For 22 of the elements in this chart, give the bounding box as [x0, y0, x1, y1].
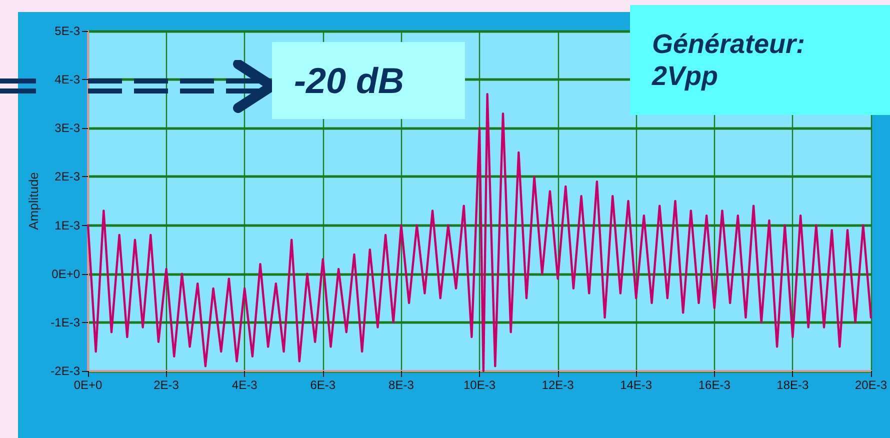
x-tick-label: 12E-3: [542, 378, 574, 392]
note-box: Générateur: 2Vpp: [630, 5, 890, 115]
y-tick-label: -2E-3: [50, 364, 80, 378]
x-tick-label: 2E-3: [154, 378, 180, 392]
x-tick-label: 18E-3: [776, 378, 810, 392]
x-tick-label: 4E-3: [232, 378, 258, 392]
y-tick-label: -1E-3: [50, 315, 80, 330]
y-tick-label: 2E-3: [54, 170, 80, 184]
y-tick-label: 4E-3: [54, 72, 80, 87]
x-tick-label: 16E-3: [698, 378, 731, 392]
x-tick-label: 20E-3: [854, 378, 888, 392]
y-tick-label: 3E-3: [54, 121, 80, 136]
x-tick-label: 14E-3: [620, 378, 652, 392]
y-tick-label: 5E-3: [54, 24, 80, 38]
note-box: -20 dB: [272, 42, 465, 119]
y-axis-title: Amplitude: [26, 172, 41, 230]
y-tick-label: 0E+0: [52, 266, 80, 281]
y-tick-label: 1E-3: [54, 218, 80, 232]
x-tick-label: 6E-3: [310, 378, 336, 392]
x-tick-label: 10E-3: [463, 378, 496, 392]
x-tick-label: 0E+0: [74, 378, 103, 392]
x-tick-label: 8E-3: [388, 378, 414, 392]
